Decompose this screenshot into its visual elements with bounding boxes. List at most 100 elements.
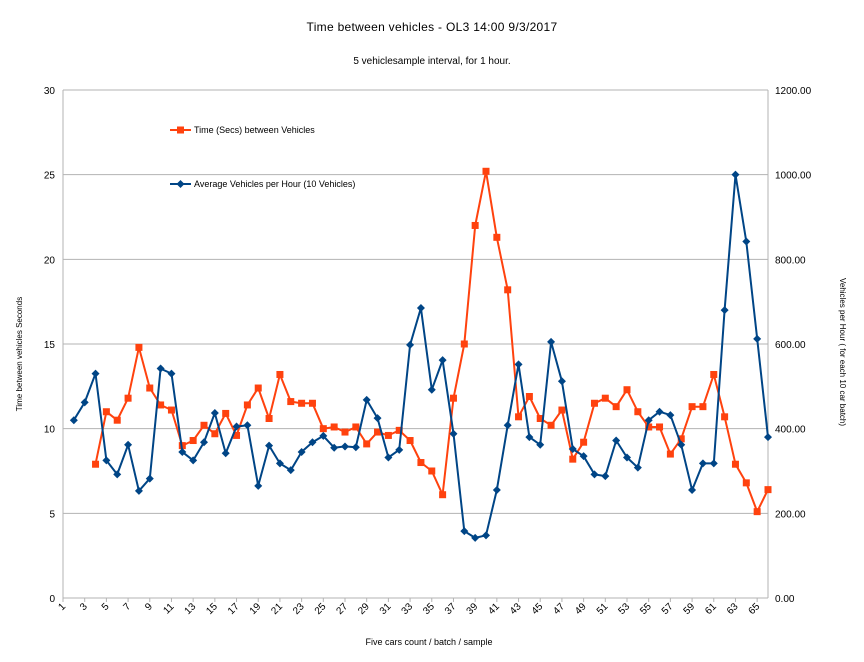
x-tick-label: 5	[100, 601, 112, 613]
data-point	[352, 423, 360, 431]
legend-entry: Time (Secs) between Vehicles	[170, 125, 315, 135]
data-point	[698, 459, 707, 468]
data-point	[590, 470, 599, 479]
data-point	[515, 413, 523, 421]
data-point	[211, 430, 219, 438]
data-point	[612, 436, 621, 445]
x-tick-label: 43	[508, 601, 524, 617]
data-point	[438, 356, 447, 365]
x-tick-label: 45	[530, 601, 546, 617]
data-point	[373, 414, 382, 423]
data-point	[113, 416, 121, 424]
y-right-tick-label: 1200.00	[775, 86, 812, 97]
data-point	[362, 395, 371, 404]
grid-lines	[63, 89, 768, 514]
data-point	[265, 415, 273, 423]
data-point	[644, 416, 653, 425]
x-tick-label: 49	[573, 601, 589, 617]
data-point	[298, 399, 306, 407]
data-point	[351, 443, 360, 452]
y-left-axis: 0 5 10 15 20 25 30	[44, 86, 56, 605]
data-point	[536, 440, 545, 449]
data-point	[200, 438, 208, 447]
x-tick-label: 15	[204, 601, 220, 617]
y-left-tick-label: 25	[44, 171, 56, 182]
x-tick-label: 57	[660, 601, 676, 617]
data-point	[92, 460, 100, 468]
data-point	[341, 428, 349, 436]
y-right-tick-label: 800.00	[775, 255, 806, 266]
data-point	[579, 452, 588, 461]
data-point	[471, 221, 479, 229]
x-tick-label: 21	[269, 601, 285, 617]
data-point	[146, 384, 154, 392]
data-point	[720, 306, 729, 315]
data-point	[449, 429, 458, 438]
data-point	[699, 403, 707, 411]
data-point	[557, 377, 566, 386]
x-tick-label: 41	[486, 601, 502, 617]
series-1	[92, 167, 772, 516]
data-point	[536, 415, 544, 423]
data-point	[677, 440, 686, 449]
data-point	[69, 416, 78, 425]
plot-frame	[62, 90, 769, 599]
x-tick-label: 59	[682, 601, 698, 617]
x-tick-label: 55	[638, 601, 654, 617]
x-tick-label: 9	[143, 601, 155, 613]
data-point	[525, 433, 534, 442]
data-point	[590, 399, 598, 407]
x-tick-label: 37	[443, 601, 459, 617]
data-point	[525, 392, 533, 400]
y-right-tick-label: 1000.00	[775, 171, 812, 182]
x-tick-label: 13	[183, 601, 199, 617]
data-point	[167, 369, 176, 378]
data-point	[460, 340, 468, 348]
data-point	[286, 466, 295, 475]
data-point	[710, 370, 718, 378]
data-point	[623, 453, 631, 462]
y-right-axis-label: Vehicles per Hour ( for each 10 car batc…	[838, 278, 847, 426]
data-point	[601, 394, 609, 402]
data-point	[612, 403, 620, 411]
y-left-tick-label: 15	[44, 340, 56, 351]
data-point	[330, 443, 339, 452]
data-point	[568, 444, 577, 453]
data-point	[677, 435, 685, 443]
data-point	[265, 441, 274, 450]
data-point	[102, 456, 111, 465]
data-point	[742, 237, 751, 246]
data-point	[308, 399, 316, 407]
data-point	[341, 442, 349, 451]
data-point	[428, 467, 436, 475]
data-point	[254, 481, 263, 490]
x-axis-label: Five cars count / batch / sample	[365, 637, 492, 647]
data-point	[656, 423, 664, 431]
x-tick-label: 11	[161, 601, 176, 616]
x-tick-label: 63	[725, 601, 741, 617]
y-right-tick-label: 0.00	[775, 594, 795, 605]
x-tick-label: 39	[465, 601, 481, 617]
data-point	[688, 403, 696, 411]
data-point	[764, 486, 772, 494]
data-point	[655, 407, 664, 416]
y-right-axis: 0.00 200.00 400.00 600.00 800.00 1000.00 1200.…	[775, 86, 812, 605]
data-point	[189, 456, 198, 465]
data-point	[666, 450, 674, 458]
y-left-axis-label: Time between vehicles Seconds	[15, 297, 24, 411]
chart-subtitle: 5 vehiclesample interval, for 1 hour.	[353, 56, 511, 67]
x-tick-label: 33	[400, 601, 416, 617]
x-tick-label: 51	[595, 601, 611, 617]
data-point	[449, 394, 457, 402]
legend-entry: Average Vehicles per Hour (10 Vehicles)	[170, 179, 355, 189]
data-point	[243, 421, 252, 430]
data-point	[688, 486, 697, 495]
data-point	[91, 369, 100, 378]
y-right-tick-label: 200.00	[775, 509, 806, 520]
data-point	[764, 433, 772, 442]
data-point	[493, 233, 501, 241]
data-point	[102, 408, 110, 416]
x-tick-label: 7	[121, 601, 133, 613]
y-right-tick-label: 400.00	[775, 425, 806, 436]
series-layer	[69, 167, 772, 542]
